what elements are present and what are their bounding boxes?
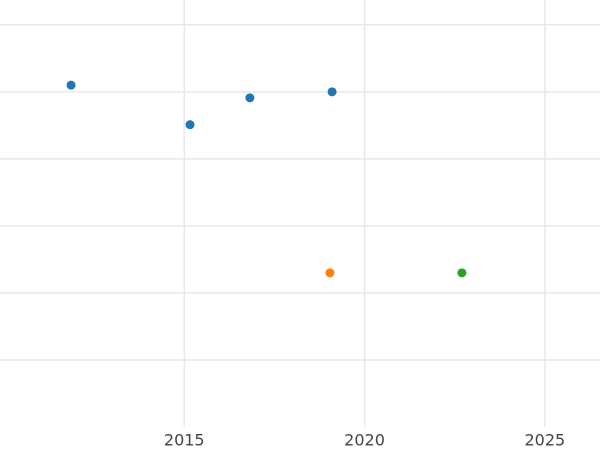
x-tick-label: 2015 bbox=[164, 431, 205, 450]
x-tick-label: 2020 bbox=[344, 431, 385, 450]
point bbox=[185, 120, 195, 130]
point bbox=[457, 268, 467, 278]
point bbox=[245, 93, 255, 103]
point bbox=[327, 87, 337, 97]
point bbox=[66, 80, 76, 90]
point bbox=[325, 268, 335, 278]
x-tick-label: 2025 bbox=[524, 431, 565, 450]
